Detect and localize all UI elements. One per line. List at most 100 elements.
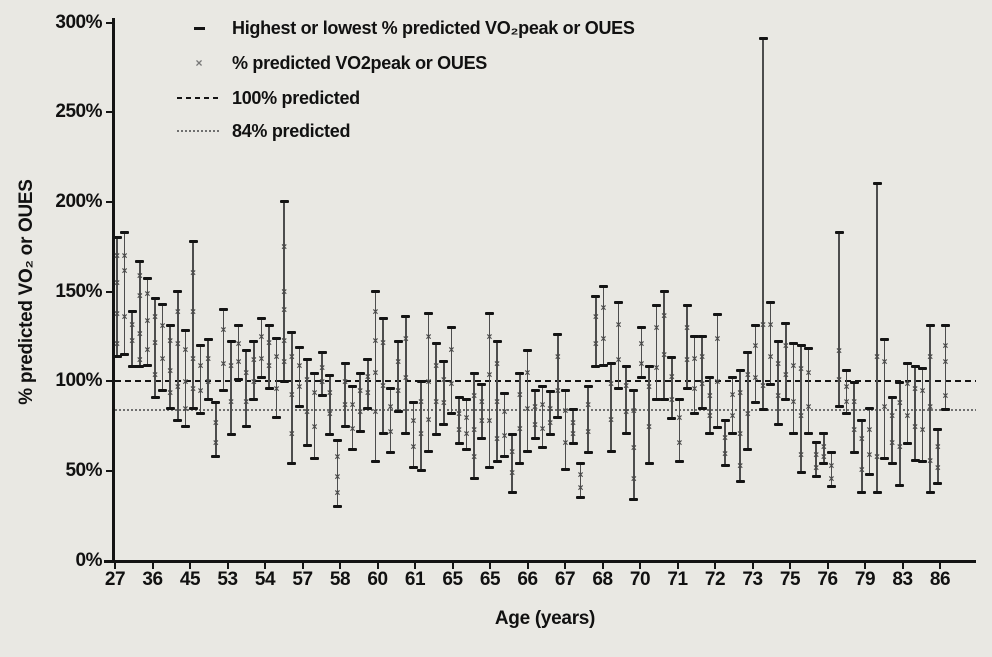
range-bar-bottom-cap [454,442,464,446]
data-point-x-marker: × [281,242,288,254]
range-bar-bottom-cap [583,451,593,455]
data-point-x-marker: × [775,391,782,403]
range-bar-bottom-cap [918,460,928,464]
range-bar-bottom-cap [864,472,874,476]
range-bar-top-cap [674,397,684,401]
x-axis-tick [601,563,604,569]
data-point-x-marker: × [326,409,333,421]
range-bar [169,325,171,409]
data-point-x-marker: × [418,428,424,440]
data-point-x-marker: × [387,427,394,439]
data-point-x-marker: × [167,335,174,347]
data-point-x-marker: × [250,376,257,388]
range-bar [405,316,407,434]
range-bar-top-cap [804,347,814,351]
data-point-x-marker: × [433,396,440,408]
range-bar-top-cap [750,324,760,328]
range-bar-bottom-cap [804,431,814,435]
data-point-x-marker: × [805,402,812,414]
data-point-x-marker: × [516,423,523,435]
range-bar [648,366,650,464]
range-bar-top-cap [446,325,456,329]
x-tick-label: 53 [217,569,238,590]
data-point-x-marker: × [342,400,348,412]
range-bar-top-cap [302,358,312,362]
data-point-x-marker: × [668,371,675,383]
data-point-x-marker: × [380,380,386,392]
data-point-x-marker: × [767,351,774,363]
data-point-x-marker: × [760,380,766,392]
data-point-x-marker: × [577,482,584,494]
x-marker-icon: × [195,56,203,70]
range-bar [838,232,840,407]
data-point-x-marker: × [114,251,120,263]
data-point-x-marker: × [501,430,508,442]
range-bar-bottom-cap [272,415,282,419]
range-bar [731,377,734,434]
range-bar-bottom-cap [294,404,304,408]
range-bar-bottom-cap [264,386,274,390]
range-bar-top-cap [667,356,677,360]
x-tick-label: 58 [329,569,351,590]
data-point-x-marker: × [114,308,120,320]
data-point-x-marker: × [524,403,531,415]
range-bar-bottom-cap [576,496,586,500]
range-bar-top-cap [317,350,327,354]
range-bar [481,384,483,439]
range-bar-bottom-cap [629,498,639,502]
range-bar-bottom-cap [416,469,426,473]
range-bar [633,390,635,500]
data-point-x-marker: × [532,402,538,414]
range-bar [397,341,399,412]
range-bar-bottom-cap [446,411,456,415]
data-point-x-marker: × [326,387,333,399]
data-point-x-marker: × [676,437,683,449]
data-point-x-marker: × [486,416,493,428]
data-point-x-marker: × [828,473,835,485]
data-point-x-marker: × [881,357,888,369]
range-bar [792,343,795,434]
data-point-x-marker: × [334,472,341,483]
range-bar-top-cap [386,386,396,390]
range-bar [640,327,643,378]
data-point-x-marker: × [714,333,721,345]
range-bar [739,370,741,482]
range-bar-top-cap [568,408,578,412]
data-point-x-marker: × [319,376,326,388]
range-bar-bottom-cap [690,411,700,415]
range-bar-top-cap [127,309,137,313]
range-bar [154,298,156,398]
range-bar [716,314,719,428]
range-bar [237,325,240,380]
data-point-x-marker: × [691,384,698,396]
data-point-x-marker: × [463,428,470,440]
data-point-x-marker: × [661,350,668,362]
data-point-x-marker: × [813,463,820,475]
x-axis-tick [864,563,866,569]
range-bar [131,311,133,367]
x-tick-label: 36 [142,569,163,590]
range-bar-bottom-cap [644,462,654,466]
x-tick-label: 27 [104,569,126,590]
range-bar-bottom-cap [925,490,935,494]
data-point-x-marker: × [190,353,196,365]
x-axis-tick [414,563,416,569]
data-point-x-marker: × [152,312,158,324]
reference-line-84 [115,408,976,411]
data-point-x-marker: × [205,353,212,365]
data-point-x-marker: × [684,323,690,335]
data-point-x-marker: × [509,446,516,458]
range-bar-top-cap [811,440,821,444]
range-bar-top-cap [370,290,380,293]
range-bar-bottom-cap [218,388,228,392]
range-bar [116,237,118,357]
range-bar [473,373,475,478]
data-point-x-marker: × [319,362,326,374]
data-point-x-marker: × [342,376,348,388]
data-point-x-marker: × [235,357,242,369]
x-axis-tick [826,563,829,569]
data-point-x-marker: × [197,385,204,397]
range-bar [465,399,468,450]
range-bar-top-cap [264,324,274,328]
x-axis-tick [751,563,754,569]
